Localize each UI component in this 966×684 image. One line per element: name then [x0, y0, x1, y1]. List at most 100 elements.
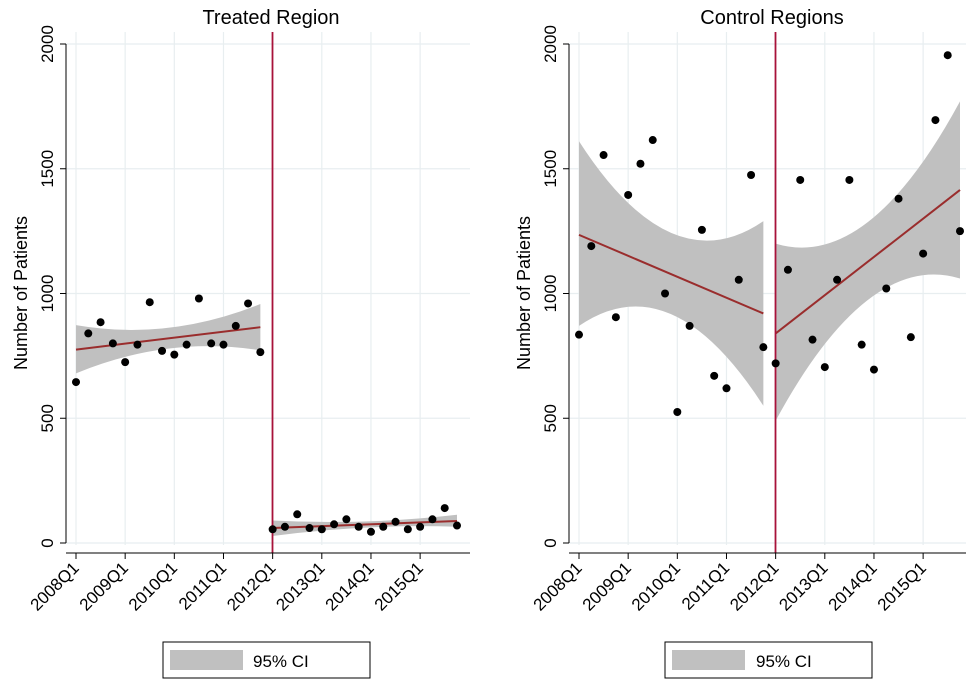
data-point — [808, 335, 817, 344]
data-point — [722, 384, 731, 393]
data-point — [244, 299, 253, 308]
x-tick-label: 2011Q1 — [175, 558, 230, 613]
data-point — [84, 329, 93, 338]
data-point — [673, 408, 682, 417]
data-point — [956, 227, 964, 236]
data-point — [145, 298, 154, 307]
data-point — [857, 340, 866, 349]
data-point — [575, 330, 583, 339]
fit-line — [272, 520, 458, 530]
data-point — [194, 294, 203, 303]
data-point — [121, 358, 130, 367]
data-point — [293, 510, 302, 519]
data-point — [170, 350, 179, 359]
data-point — [391, 517, 400, 526]
legend-label-ci: 95% CI — [756, 652, 812, 671]
y-tick-label: 2000 — [38, 25, 57, 63]
data-point — [845, 175, 854, 184]
chart-title: Control Regions — [700, 7, 843, 29]
data-point — [833, 275, 842, 284]
fit-line — [578, 233, 764, 315]
data-point — [330, 520, 339, 529]
data-point — [72, 378, 80, 387]
legend-swatch-ci — [170, 650, 243, 670]
data-point — [648, 136, 657, 145]
x-tick-label: 2012Q1 — [726, 558, 782, 614]
y-axis-label: Number of Patients — [514, 216, 534, 370]
x-tick-label: 2010Q1 — [125, 558, 181, 614]
data-point — [428, 515, 437, 524]
data-point — [207, 339, 216, 348]
data-point — [453, 521, 461, 530]
data-point — [611, 313, 620, 322]
chart-title: Treated Region — [202, 7, 339, 29]
data-point — [697, 225, 706, 234]
data-point — [661, 289, 670, 298]
x-tick-label: 2011Q1 — [678, 558, 733, 613]
plot-area: 0 500 1000 1500 2000 2008Q12009Q12010Q12011Q1… — [530, 25, 966, 615]
data-point — [342, 515, 351, 524]
data-point — [624, 190, 633, 199]
data-point — [796, 175, 805, 184]
data-point — [710, 371, 719, 380]
x-tick-label: 2009Q1 — [579, 558, 635, 614]
data-point — [685, 321, 694, 330]
data-point — [869, 365, 878, 374]
data-point — [882, 284, 891, 293]
x-tick-label: 2008Q1 — [530, 558, 586, 614]
x-tick-label: 2008Q1 — [27, 558, 83, 614]
data-point — [599, 151, 608, 160]
fit-line — [775, 189, 961, 335]
data-point — [734, 275, 743, 284]
data-point — [256, 348, 265, 357]
data-point — [219, 340, 228, 349]
y-tick-label: 1500 — [38, 150, 57, 188]
panel-control-regions: Control Regions Number of Patients 0 500 1… — [514, 7, 966, 679]
y-tick-label: 2000 — [541, 25, 560, 63]
data-point — [636, 159, 645, 168]
legend-label-ci: 95% CI — [253, 652, 309, 671]
data-point — [587, 242, 596, 251]
legend-swatch-ci — [672, 650, 745, 670]
x-tick-label: 2010Q1 — [628, 558, 684, 614]
data-point — [403, 525, 412, 534]
data-point — [158, 346, 167, 355]
data-point — [771, 359, 780, 368]
data-point — [931, 116, 940, 125]
x-tick-label: 2014Q1 — [322, 558, 378, 614]
data-point — [108, 339, 117, 348]
y-tick-label: 1000 — [38, 275, 57, 313]
data-point — [96, 318, 105, 327]
y-tick-label: 1000 — [541, 275, 560, 313]
data-point — [182, 340, 191, 349]
y-tick-label: 1500 — [541, 150, 560, 188]
data-point — [379, 522, 388, 531]
x-tick-label: 2015Q1 — [874, 558, 930, 614]
data-point — [820, 363, 829, 372]
data-point — [747, 170, 756, 179]
x-tick-label: 2013Q1 — [775, 558, 831, 614]
data-point — [133, 340, 142, 349]
data-point — [268, 525, 277, 534]
y-tick-label: 0 — [541, 538, 560, 547]
data-point — [783, 265, 792, 274]
fit-line — [75, 326, 261, 351]
data-point — [317, 525, 326, 534]
x-tick-label: 2013Q1 — [272, 558, 328, 614]
data-point — [894, 194, 903, 203]
y-axis-label: Number of Patients — [11, 216, 31, 370]
data-point — [440, 504, 449, 513]
x-tick-label: 2015Q1 — [371, 558, 427, 614]
data-point — [906, 333, 915, 342]
y-tick-label: 500 — [38, 404, 57, 432]
data-point — [280, 522, 289, 531]
x-tick-label: 2014Q1 — [825, 558, 881, 614]
data-point — [354, 522, 363, 531]
data-point — [366, 527, 375, 536]
data-point — [759, 343, 768, 352]
data-point — [919, 249, 928, 258]
x-tick-label: 2009Q1 — [76, 558, 132, 614]
x-tick-label: 2012Q1 — [223, 558, 279, 614]
